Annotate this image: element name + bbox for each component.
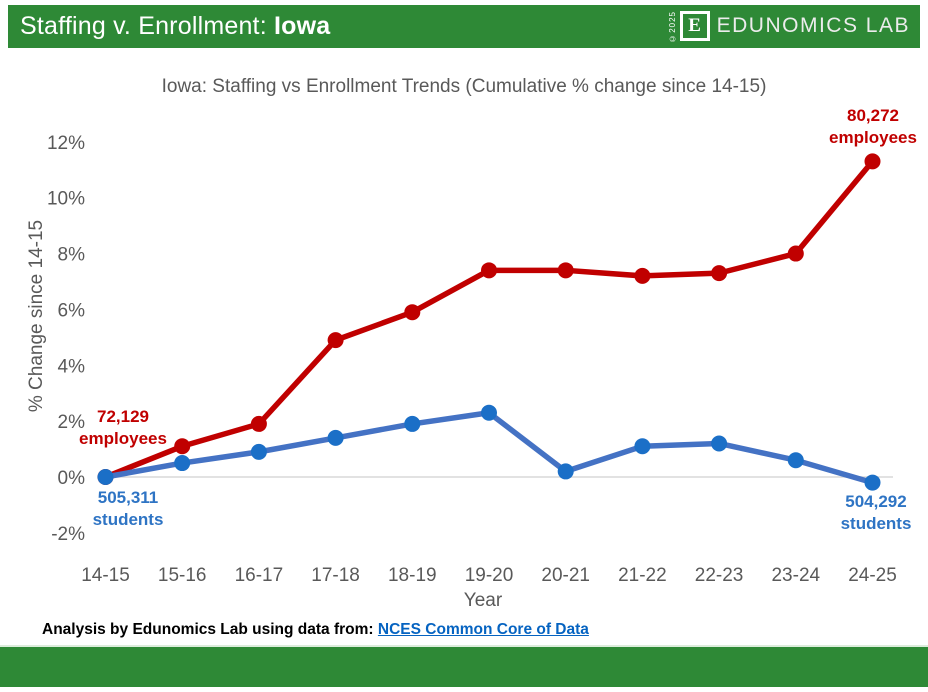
- employees-marker: [711, 265, 728, 282]
- y-tick-label: 12%: [47, 133, 85, 154]
- annotation-employees-end: 80,272 employees: [811, 105, 928, 149]
- x-tick-label: 19-20: [465, 565, 514, 586]
- x-tick-label: 22-23: [695, 565, 744, 586]
- students-marker: [711, 435, 728, 452]
- students-marker: [864, 474, 881, 491]
- x-tick-label: 21-22: [618, 565, 667, 586]
- slide-title-prefix: Staffing v. Enrollment:: [20, 12, 274, 40]
- annotation-label: students: [92, 510, 164, 529]
- students-marker: [481, 404, 497, 421]
- employees-marker: [634, 267, 651, 284]
- students-marker: [250, 443, 267, 460]
- employees-line: [102, 158, 876, 480]
- y-tick-label: 8%: [58, 245, 86, 266]
- edunomics-e-icon: E: [679, 11, 710, 42]
- y-tick-label: 2%: [58, 412, 86, 433]
- employees-marker: [864, 153, 881, 170]
- footer-bar: [0, 645, 928, 687]
- y-tick-label: 0%: [58, 468, 86, 489]
- students-marker: [634, 438, 651, 455]
- edunomics-wordmark: EDUNOMICS LAB: [716, 14, 910, 38]
- x-tick-label: 18-19: [388, 565, 437, 586]
- x-tick-label: 20-21: [541, 565, 590, 586]
- annotation-label: employees: [79, 429, 167, 448]
- source-note-text: Analysis by Edunomics Lab using data fro…: [42, 621, 378, 638]
- source-note: Analysis by Edunomics Lab using data fro…: [42, 621, 589, 639]
- y-tick-label: 4%: [58, 356, 86, 377]
- employees-marker: [404, 304, 421, 321]
- annotation-value: 505,311: [97, 488, 159, 507]
- students-line: [102, 410, 876, 486]
- employees-marker: [174, 438, 191, 455]
- annotation-students-end: 504,292 students: [814, 491, 928, 535]
- x-tick-label: 17-18: [311, 565, 360, 586]
- students-marker: [787, 452, 804, 469]
- source-link[interactable]: NCES Common Core of Data: [377, 621, 589, 638]
- x-tick-label: 15-16: [158, 565, 207, 586]
- x-axis-title: Year: [463, 590, 503, 611]
- header-bar: Staffing v. Enrollment: Iowa ©2025 E EDU…: [8, 5, 920, 48]
- annotation-value: 72,129: [97, 407, 149, 426]
- y-tick-label: 6%: [58, 300, 86, 321]
- employees-marker: [557, 262, 574, 279]
- annotation-label: employees: [829, 128, 917, 147]
- annotation-label: students: [840, 514, 912, 533]
- x-tick-label: 24-25: [848, 565, 897, 586]
- slide-title: Staffing v. Enrollment: Iowa: [20, 12, 330, 41]
- employees-marker: [250, 415, 267, 432]
- annotation-employees-start: 72,129 employees: [61, 406, 185, 450]
- x-tick-label: 14-15: [81, 565, 130, 586]
- employees-marker: [481, 262, 497, 279]
- annotation-students-start: 505,311 students: [66, 487, 190, 531]
- students-marker: [327, 429, 344, 446]
- y-tick-label: -2%: [51, 524, 85, 545]
- students-marker: [557, 463, 574, 480]
- students-marker: [404, 415, 421, 432]
- y-tick-label: 10%: [47, 189, 85, 210]
- x-tick-label: 16-17: [235, 565, 284, 586]
- chart-title: Iowa: Staffing vs Enrollment Trends (Cum…: [161, 76, 767, 97]
- annotation-value: 504,292: [845, 492, 907, 511]
- slide-title-state: Iowa: [274, 12, 331, 40]
- students-marker: [97, 469, 114, 485]
- x-tick-label: 23-24: [771, 565, 820, 586]
- edunomics-logo: ©2025 E EDUNOMICS LAB: [668, 11, 910, 43]
- students-marker: [174, 455, 191, 472]
- annotation-value: 80,272: [847, 106, 899, 125]
- employees-marker: [787, 245, 804, 262]
- employees-marker: [327, 332, 344, 349]
